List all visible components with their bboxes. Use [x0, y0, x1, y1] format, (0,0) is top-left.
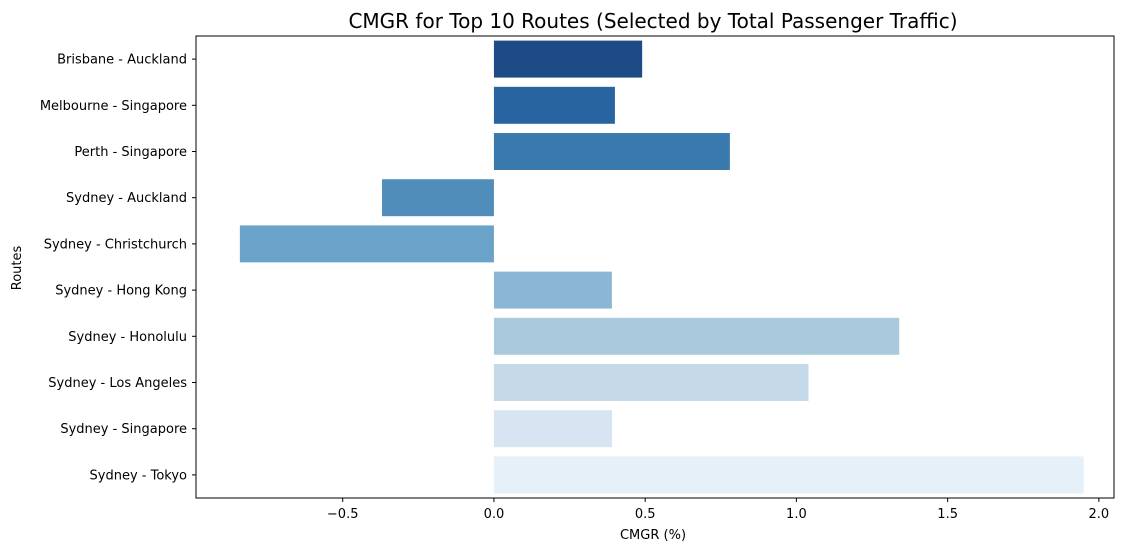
bars-layer — [239, 40, 1084, 494]
chart-title: CMGR for Top 10 Routes (Selected by Tota… — [348, 9, 957, 33]
y-tick-label: Sydney - Los Angeles — [48, 376, 187, 391]
x-tick-label: 1.0 — [786, 507, 807, 522]
bar-4 — [239, 225, 494, 263]
bar-3 — [382, 179, 494, 217]
x-tick-label: 1.5 — [937, 507, 958, 522]
y-tick-label: Brisbane - Auckland — [57, 53, 187, 68]
x-tick-label: −0.5 — [327, 507, 359, 522]
x-tick-label: 2.0 — [1089, 507, 1110, 522]
axes-layer — [195, 35, 1115, 499]
x-ticks-layer: −0.5 0.0 0.5 1.0 1.5 2.0 — [327, 498, 1109, 522]
bar-1 — [493, 86, 615, 124]
bar-7 — [493, 364, 809, 401]
y-tick-label: Melbourne - Singapore — [40, 99, 187, 114]
y-tick-label: Sydney - Honolulu — [68, 330, 187, 345]
bar-9 — [493, 456, 1084, 494]
x-axis-label: CMGR (%) — [620, 528, 686, 543]
y-tick-label: Perth - Singapore — [74, 145, 187, 160]
bar-5 — [493, 271, 612, 309]
bar-8 — [493, 410, 612, 448]
y-ticks-layer: Brisbane - Auckland Melbourne - Singapore… — [40, 53, 196, 483]
bar-6 — [493, 317, 900, 355]
y-tick-label: Sydney - Christchurch — [44, 237, 187, 252]
y-tick-label: Sydney - Auckland — [66, 191, 187, 206]
plot-frame — [195, 35, 1115, 499]
y-tick-label: Sydney - Singapore — [60, 422, 187, 437]
y-axis-label: Routes — [10, 246, 25, 291]
bar-2 — [493, 133, 730, 170]
y-tick-label: Sydney - Hong Kong — [55, 284, 187, 299]
y-tick-label: Sydney - Tokyo — [90, 468, 188, 483]
x-tick-label: 0.0 — [484, 507, 505, 522]
x-tick-label: 0.5 — [635, 507, 656, 522]
bar-0 — [493, 40, 643, 78]
